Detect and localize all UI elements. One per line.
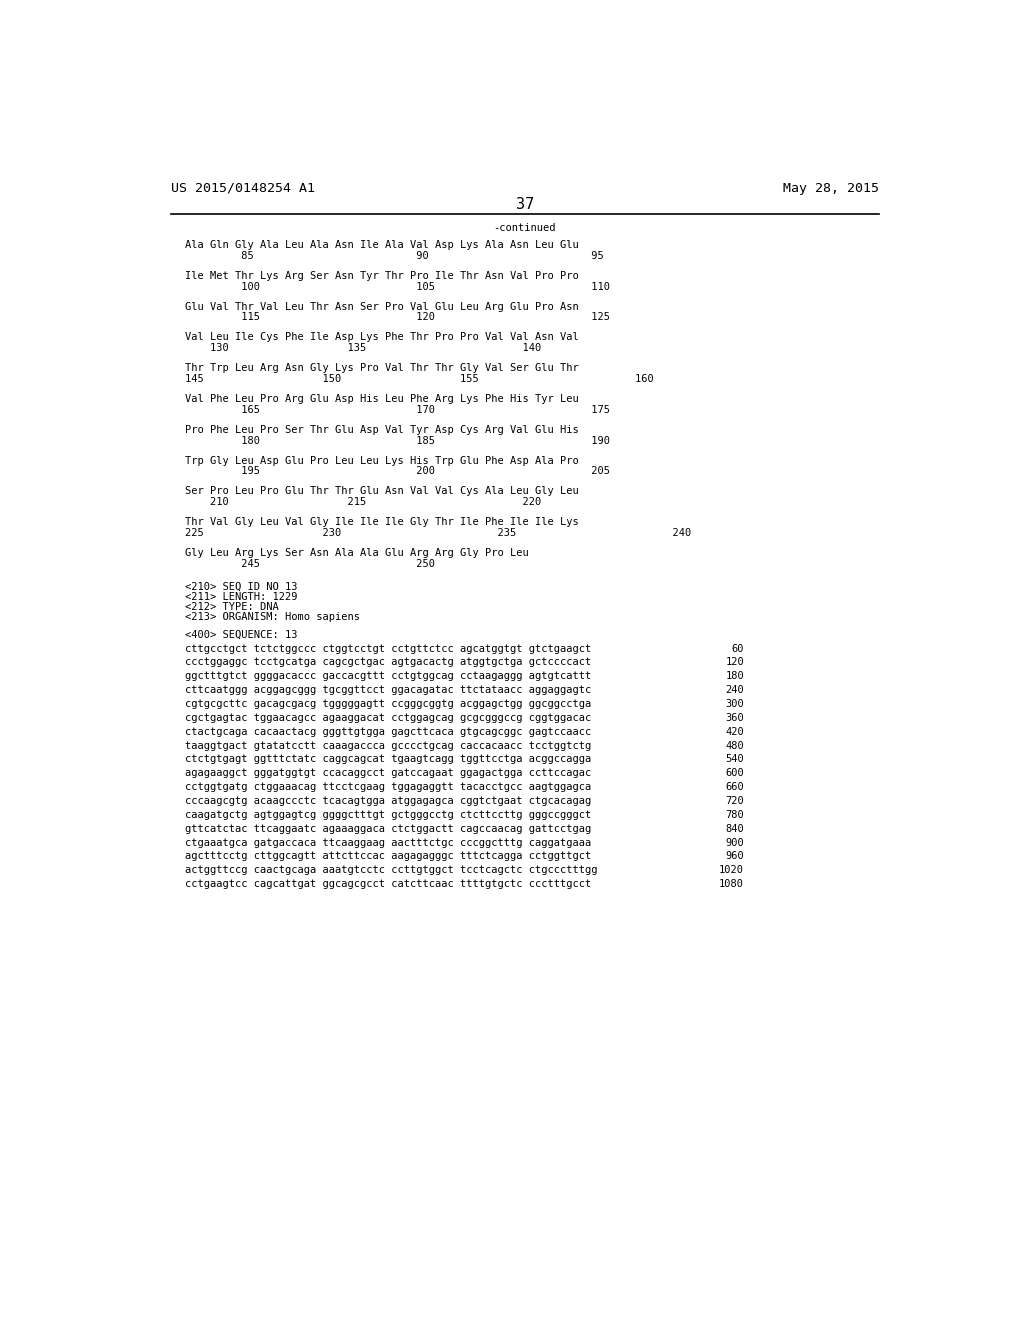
Text: 360: 360 — [725, 713, 744, 723]
Text: gttcatctac ttcaggaatc agaaaggaca ctctggactt cagccaacag gattcctgag: gttcatctac ttcaggaatc agaaaggaca ctctgga… — [184, 824, 591, 834]
Text: -continued: -continued — [494, 223, 556, 234]
Text: Thr Trp Leu Arg Asn Gly Lys Pro Val Thr Thr Gly Val Ser Glu Thr: Thr Trp Leu Arg Asn Gly Lys Pro Val Thr … — [184, 363, 579, 374]
Text: ccctggaggc tcctgcatga cagcgctgac agtgacactg atggtgctga gctccccact: ccctggaggc tcctgcatga cagcgctgac agtgaca… — [184, 657, 591, 668]
Text: agctttcctg cttggcagtt attcttccac aagagagggc tttctcagga cctggttgct: agctttcctg cttggcagtt attcttccac aagagag… — [184, 851, 591, 862]
Text: Trp Gly Leu Asp Glu Pro Leu Leu Lys His Trp Glu Phe Asp Ala Pro: Trp Gly Leu Asp Glu Pro Leu Leu Lys His … — [184, 455, 579, 466]
Text: Thr Val Gly Leu Val Gly Ile Ile Ile Gly Thr Ile Phe Ile Ile Lys: Thr Val Gly Leu Val Gly Ile Ile Ile Gly … — [184, 517, 579, 527]
Text: 480: 480 — [725, 741, 744, 751]
Text: 840: 840 — [725, 824, 744, 834]
Text: taaggtgact gtatatcctt caaagaccca gcccctgcag caccacaacc tcctggtctg: taaggtgact gtatatcctt caaagaccca gcccctg… — [184, 741, 591, 751]
Text: cccaagcgtg acaagccctc tcacagtgga atggagagca cggtctgaat ctgcacagag: cccaagcgtg acaagccctc tcacagtgga atggaga… — [184, 796, 591, 807]
Text: 100                         105                         110: 100 105 110 — [184, 281, 609, 292]
Text: cctgaagtcc cagcattgat ggcagcgcct catcttcaac ttttgtgctc ccctttgcct: cctgaagtcc cagcattgat ggcagcgcct catcttc… — [184, 879, 591, 890]
Text: cttgcctgct tctctggccc ctggtcctgt cctgttctcc agcatggtgt gtctgaagct: cttgcctgct tctctggccc ctggtcctgt cctgttc… — [184, 644, 591, 653]
Text: 180                         185                         190: 180 185 190 — [184, 436, 609, 446]
Text: US 2015/0148254 A1: US 2015/0148254 A1 — [171, 182, 314, 194]
Text: 115                         120                         125: 115 120 125 — [184, 313, 609, 322]
Text: cgctgagtac tggaacagcc agaaggacat cctggagcag gcgcgggccg cggtggacac: cgctgagtac tggaacagcc agaaggacat cctggag… — [184, 713, 591, 723]
Text: 420: 420 — [725, 726, 744, 737]
Text: ctctgtgagt ggtttctatc caggcagcat tgaagtcagg tggttcctga acggccagga: ctctgtgagt ggtttctatc caggcagcat tgaagtc… — [184, 755, 591, 764]
Text: 960: 960 — [725, 851, 744, 862]
Text: Ile Met Thr Lys Arg Ser Asn Tyr Thr Pro Ile Thr Asn Val Pro Pro: Ile Met Thr Lys Arg Ser Asn Tyr Thr Pro … — [184, 271, 579, 281]
Text: May 28, 2015: May 28, 2015 — [783, 182, 879, 194]
Text: <213> ORGANISM: Homo sapiens: <213> ORGANISM: Homo sapiens — [184, 612, 359, 622]
Text: 60: 60 — [731, 644, 744, 653]
Text: 130                   135                         140: 130 135 140 — [184, 343, 541, 354]
Text: ctactgcaga cacaactacg gggttgtgga gagcttcaca gtgcagcggc gagtccaacc: ctactgcaga cacaactacg gggttgtgga gagcttc… — [184, 726, 591, 737]
Text: 240: 240 — [725, 685, 744, 696]
Text: Val Phe Leu Pro Arg Glu Asp His Leu Phe Arg Lys Phe His Tyr Leu: Val Phe Leu Pro Arg Glu Asp His Leu Phe … — [184, 395, 579, 404]
Text: Val Leu Ile Cys Phe Ile Asp Lys Phe Thr Pro Pro Val Val Asn Val: Val Leu Ile Cys Phe Ile Asp Lys Phe Thr … — [184, 333, 579, 342]
Text: 145                   150                   155                         160: 145 150 155 160 — [184, 374, 653, 384]
Text: caagatgctg agtggagtcg ggggctttgt gctgggcctg ctcttccttg gggccgggct: caagatgctg agtggagtcg ggggctttgt gctgggc… — [184, 810, 591, 820]
Text: ggctttgtct ggggacaccc gaccacgttt cctgtggcag cctaagaggg agtgtcattt: ggctttgtct ggggacaccc gaccacgttt cctgtgg… — [184, 671, 591, 681]
Text: Gly Leu Arg Lys Ser Asn Ala Ala Glu Arg Arg Gly Pro Leu: Gly Leu Arg Lys Ser Asn Ala Ala Glu Arg … — [184, 548, 528, 558]
Text: <400> SEQUENCE: 13: <400> SEQUENCE: 13 — [184, 630, 297, 640]
Text: 780: 780 — [725, 810, 744, 820]
Text: Glu Val Thr Val Leu Thr Asn Ser Pro Val Glu Leu Arg Glu Pro Asn: Glu Val Thr Val Leu Thr Asn Ser Pro Val … — [184, 302, 579, 312]
Text: actggttccg caactgcaga aaatgtcctc ccttgtggct tcctcagctc ctgccctttgg: actggttccg caactgcaga aaatgtcctc ccttgtg… — [184, 866, 597, 875]
Text: 540: 540 — [725, 755, 744, 764]
Text: 120: 120 — [725, 657, 744, 668]
Text: 1020: 1020 — [719, 866, 744, 875]
Text: 720: 720 — [725, 796, 744, 807]
Text: 225                   230                         235                         24: 225 230 235 24 — [184, 528, 691, 539]
Text: 195                         200                         205: 195 200 205 — [184, 466, 609, 477]
Text: 245                         250: 245 250 — [184, 558, 434, 569]
Text: <211> LENGTH: 1229: <211> LENGTH: 1229 — [184, 591, 297, 602]
Text: Pro Phe Leu Pro Ser Thr Glu Asp Val Tyr Asp Cys Arg Val Glu His: Pro Phe Leu Pro Ser Thr Glu Asp Val Tyr … — [184, 425, 579, 434]
Text: 180: 180 — [725, 671, 744, 681]
Text: Ser Pro Leu Pro Glu Thr Thr Glu Asn Val Val Cys Ala Leu Gly Leu: Ser Pro Leu Pro Glu Thr Thr Glu Asn Val … — [184, 487, 579, 496]
Text: <210> SEQ ID NO 13: <210> SEQ ID NO 13 — [184, 582, 297, 591]
Text: ctgaaatgca gatgaccaca ttcaaggaag aactttctgc cccggctttg caggatgaaa: ctgaaatgca gatgaccaca ttcaaggaag aactttc… — [184, 838, 591, 847]
Text: 165                         170                         175: 165 170 175 — [184, 405, 609, 414]
Text: 900: 900 — [725, 838, 744, 847]
Text: 300: 300 — [725, 700, 744, 709]
Text: cttcaatggg acggagcggg tgcggttcct ggacagatac ttctataacc aggaggagtc: cttcaatggg acggagcggg tgcggttcct ggacaga… — [184, 685, 591, 696]
Text: 600: 600 — [725, 768, 744, 779]
Text: agagaaggct gggatggtgt ccacaggcct gatccagaat ggagactgga ccttccagac: agagaaggct gggatggtgt ccacaggcct gatccag… — [184, 768, 591, 779]
Text: 37: 37 — [516, 197, 534, 213]
Text: cgtgcgcttc gacagcgacg tgggggagtt ccgggcggtg acggagctgg ggcggcctga: cgtgcgcttc gacagcgacg tgggggagtt ccgggcg… — [184, 700, 591, 709]
Text: cctggtgatg ctggaaacag ttcctcgaag tggagaggtt tacacctgcc aagtggagca: cctggtgatg ctggaaacag ttcctcgaag tggagag… — [184, 781, 591, 792]
Text: 660: 660 — [725, 781, 744, 792]
Text: 210                   215                         220: 210 215 220 — [184, 498, 541, 507]
Text: <212> TYPE: DNA: <212> TYPE: DNA — [184, 602, 279, 612]
Text: 1080: 1080 — [719, 879, 744, 890]
Text: 85                          90                          95: 85 90 95 — [184, 251, 603, 261]
Text: Ala Gln Gly Ala Leu Ala Asn Ile Ala Val Asp Lys Ala Asn Leu Glu: Ala Gln Gly Ala Leu Ala Asn Ile Ala Val … — [184, 240, 579, 249]
